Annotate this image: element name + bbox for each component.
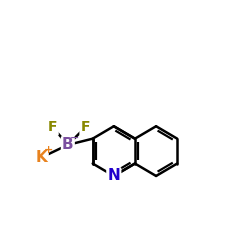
Text: K: K — [36, 150, 48, 165]
Text: B: B — [62, 138, 74, 152]
Text: −: − — [70, 133, 80, 143]
Text: F: F — [80, 120, 90, 134]
Text: N: N — [108, 168, 120, 184]
Text: F: F — [48, 120, 58, 134]
Text: +: + — [44, 145, 53, 155]
